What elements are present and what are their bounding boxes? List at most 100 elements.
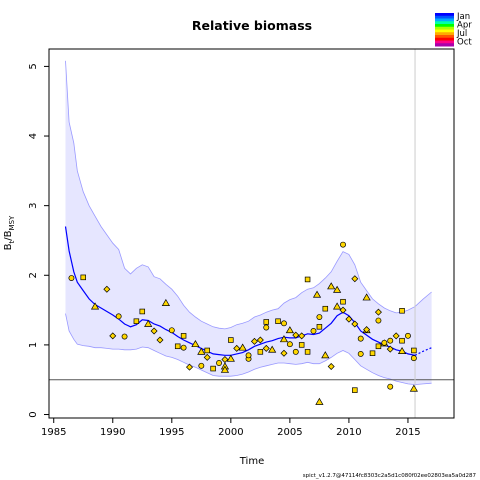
point-13 <box>257 349 264 355</box>
y-label-sub-msy: MSY <box>8 215 16 230</box>
y-tick-label-0: 0 <box>28 411 39 417</box>
legend-swatch-0 <box>435 13 454 17</box>
point-35 <box>203 353 211 361</box>
x-tick-label-1995: 1995 <box>159 427 184 438</box>
legend-label-jul: Jul <box>456 29 467 39</box>
point-78 <box>321 351 330 359</box>
footnote: spict_v1.2.7@47114fc8303c2a5d1c080f02ee0… <box>303 473 477 479</box>
point-2 <box>90 302 100 310</box>
point-56 <box>245 352 252 359</box>
point-3 <box>103 285 111 293</box>
point-21 <box>352 387 358 393</box>
point-16 <box>292 348 299 355</box>
point-66 <box>327 282 336 290</box>
band-lower-edge <box>65 313 432 386</box>
legend-swatch-10 <box>435 40 454 44</box>
point-6 <box>161 298 171 306</box>
plot-frame <box>48 48 455 419</box>
point-51 <box>392 332 400 340</box>
point-14 <box>268 345 277 353</box>
point-39 <box>250 337 258 345</box>
point-0 <box>68 275 75 282</box>
point-87 <box>262 344 270 352</box>
band-area <box>65 60 432 385</box>
y-tick-label-5: 5 <box>28 63 39 69</box>
legend-label-apr: Apr <box>457 21 472 31</box>
x-axis-label: Time <box>239 456 264 467</box>
point-48 <box>357 350 364 357</box>
point-86 <box>226 354 235 362</box>
point-52 <box>405 332 411 339</box>
point-61 <box>340 298 346 305</box>
point-19 <box>327 362 335 370</box>
point-38 <box>238 343 247 351</box>
x-tick-label-2005: 2005 <box>277 427 302 438</box>
point-47 <box>345 315 353 323</box>
legend-swatch-4 <box>435 24 454 28</box>
point-91 <box>363 326 371 334</box>
point-85 <box>204 347 210 354</box>
point-37 <box>228 337 234 343</box>
point-4 <box>115 313 122 320</box>
point-17 <box>304 349 311 355</box>
point-1 <box>80 274 86 281</box>
point-29 <box>133 318 140 324</box>
x-tick-label-2000: 2000 <box>218 427 243 438</box>
point-69 <box>399 337 405 344</box>
point-23 <box>374 308 382 316</box>
y-tick-label-1: 1 <box>28 342 39 348</box>
point-53 <box>174 343 181 350</box>
point-15 <box>280 349 288 357</box>
point-77 <box>298 342 305 348</box>
point-90 <box>332 302 342 310</box>
point-81 <box>375 343 382 350</box>
point-55 <box>221 356 229 364</box>
point-92 <box>381 339 388 346</box>
point-32 <box>168 327 175 334</box>
point-64 <box>410 355 417 362</box>
point-49 <box>369 350 376 357</box>
point-5 <box>139 308 146 315</box>
point-82 <box>397 346 407 355</box>
point-68 <box>375 317 382 324</box>
y-tick-label-2: 2 <box>28 272 39 278</box>
legend-swatch-11 <box>435 43 454 47</box>
legend-swatch-5 <box>435 26 454 30</box>
point-25 <box>399 308 405 314</box>
point-83 <box>150 327 158 335</box>
point-63 <box>386 345 394 353</box>
point-33 <box>180 333 187 339</box>
point-8 <box>198 362 205 369</box>
point-71 <box>351 320 359 328</box>
x-tick-label-2010: 2010 <box>336 427 361 438</box>
point-79 <box>339 306 347 314</box>
legend-swatch-1 <box>435 15 454 19</box>
biomass-projection-line <box>414 347 432 356</box>
point-28 <box>121 333 128 340</box>
point-89 <box>316 324 323 330</box>
point-73 <box>411 347 417 354</box>
observation-points <box>68 241 418 405</box>
point-76 <box>281 320 287 327</box>
point-40 <box>263 324 270 331</box>
point-88 <box>286 341 293 348</box>
legend-label-jan: Jan <box>456 12 470 22</box>
point-43 <box>298 332 306 340</box>
point-44 <box>310 328 317 334</box>
point-54 <box>197 347 206 355</box>
point-67 <box>351 275 359 283</box>
point-9 <box>210 365 216 372</box>
point-84 <box>180 344 187 351</box>
point-80 <box>357 335 364 342</box>
point-74 <box>220 365 230 373</box>
y-tick-label-3: 3 <box>28 202 39 208</box>
legend-swatch-6 <box>435 29 454 33</box>
legend-swatch-8 <box>435 35 454 39</box>
point-30 <box>144 319 153 327</box>
y-label-mid: /B <box>3 230 14 240</box>
point-7 <box>186 363 194 371</box>
point-60 <box>316 314 323 320</box>
point-34 <box>191 340 200 348</box>
legend-swatch-9 <box>435 37 454 41</box>
